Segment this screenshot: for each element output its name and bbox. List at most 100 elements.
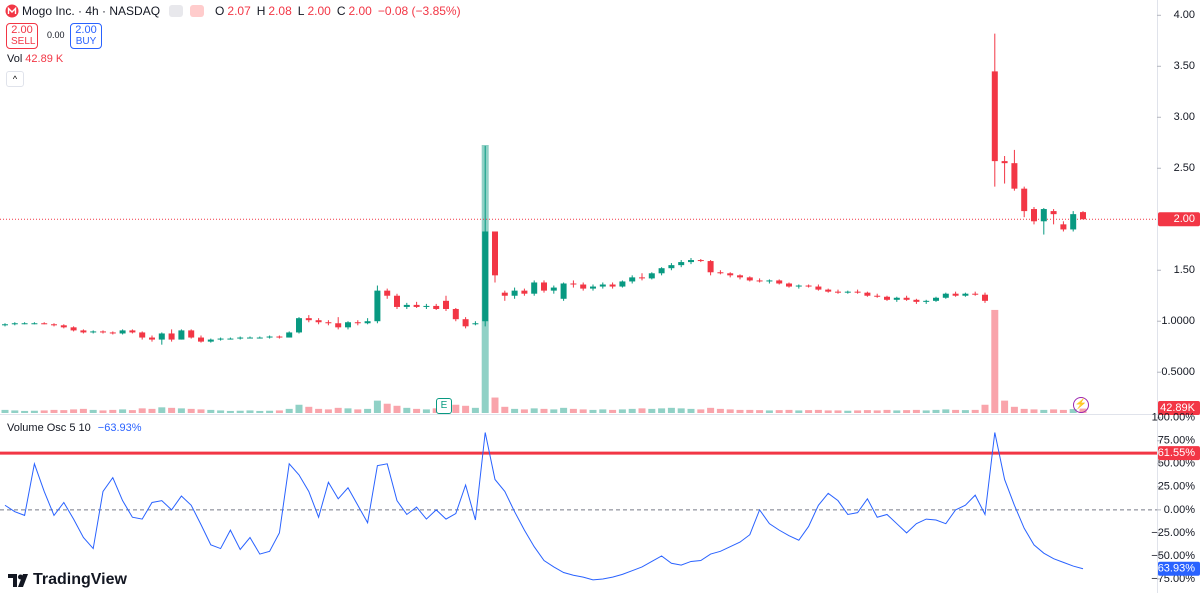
- volume-bar: [922, 410, 930, 413]
- candle-body: [786, 283, 792, 287]
- volume-bar: [961, 410, 969, 413]
- candle-body: [952, 293, 959, 296]
- volume-bar: [403, 407, 411, 413]
- watermark-icon: [8, 573, 28, 587]
- volume-bar: [1059, 409, 1067, 413]
- volume-bar: [667, 407, 675, 413]
- volume-bar: [315, 408, 323, 413]
- candle-body: [413, 304, 420, 307]
- candle-body: [541, 282, 547, 291]
- candle-body: [1031, 209, 1037, 222]
- volume-bar: [687, 408, 695, 413]
- volume-bar: [305, 406, 313, 413]
- candle-body: [521, 290, 528, 294]
- volume-bar: [1020, 408, 1028, 413]
- volume-bar: [295, 404, 303, 413]
- volume-bar: [207, 409, 215, 413]
- event-marker[interactable]: ⚡: [1073, 397, 1089, 413]
- candle-body: [217, 338, 224, 340]
- candle-body: [982, 294, 988, 301]
- volume-bar: [217, 410, 225, 413]
- candle-body: [933, 297, 939, 301]
- volume-bar: [795, 410, 803, 413]
- buy-button[interactable]: 2.00 BUY: [70, 23, 102, 49]
- candle-body: [168, 333, 175, 340]
- candle-body: [158, 333, 165, 340]
- candle-body: [942, 293, 949, 298]
- earnings-marker[interactable]: E: [436, 398, 452, 414]
- volume-bar: [628, 408, 636, 413]
- candle-body: [315, 320, 322, 323]
- candle-body: [639, 277, 645, 279]
- candle-body: [325, 322, 332, 324]
- volume-bar: [393, 405, 401, 413]
- candle-body: [266, 336, 273, 338]
- candle-body: [746, 277, 753, 281]
- candle-body: [452, 308, 459, 320]
- candle-body: [678, 262, 685, 266]
- candle-body: [727, 273, 734, 276]
- candle-body: [70, 327, 77, 331]
- volume-bar: [511, 408, 519, 413]
- volume-bar: [246, 410, 254, 413]
- candle-body: [198, 337, 204, 342]
- volume-bar: [1050, 409, 1058, 413]
- volume-bar: [618, 409, 626, 413]
- candle-body: [443, 300, 449, 309]
- volume-bar: [883, 409, 891, 413]
- volume-bar: [40, 410, 48, 413]
- ohlc-value: 2.08: [268, 4, 292, 18]
- volume-bar: [1040, 409, 1048, 413]
- candle-body: [864, 292, 871, 296]
- candle-body: [100, 331, 106, 333]
- volume-bar: [736, 409, 744, 413]
- osc-tick-label: −25.00%: [1151, 527, 1195, 539]
- volume-legend: Vol 42.89 K: [7, 53, 63, 65]
- candle-body: [41, 323, 48, 325]
- y-tick-label: 2.50: [1174, 162, 1195, 174]
- volume-bar: [903, 410, 911, 413]
- candle-body: [296, 318, 302, 333]
- volume-bar: [226, 410, 234, 413]
- volume-bar: [413, 408, 421, 413]
- sell-button[interactable]: 2.00 SELL: [6, 23, 38, 49]
- volume-bar: [726, 409, 734, 413]
- volume-bar: [501, 406, 509, 413]
- candle-body: [80, 330, 87, 333]
- candle-body: [492, 231, 498, 276]
- osc-tick-label: 75.00%: [1158, 435, 1196, 447]
- volume-bar: [609, 409, 617, 413]
- volume-bar: [707, 407, 715, 413]
- market-status[interactable]: [169, 5, 184, 17]
- volume-bar: [540, 408, 548, 413]
- volume-bar: [471, 407, 479, 413]
- candle-body: [756, 280, 763, 282]
- candle-body: [835, 291, 841, 293]
- y-tick-label: 1.0000: [1161, 315, 1195, 327]
- volume-bar: [60, 410, 68, 413]
- candle-body: [11, 323, 18, 325]
- candle-body: [90, 331, 97, 333]
- y-tick-label: 3.50: [1174, 60, 1195, 72]
- candle-body: [805, 285, 812, 287]
- volume-bar: [746, 409, 754, 413]
- osc-line: [4, 432, 1084, 581]
- candle-body: [550, 287, 557, 291]
- volume-bar: [814, 409, 822, 413]
- volume-bar: [569, 408, 577, 413]
- sell-label: SELL: [11, 36, 36, 47]
- candle-body: [599, 284, 606, 287]
- buy-label: BUY: [75, 36, 97, 47]
- volume-bar: [128, 410, 136, 413]
- osc-tick-label: 100.00%: [1152, 412, 1196, 424]
- spread: 0.00: [47, 30, 65, 40]
- candle-body: [109, 332, 116, 334]
- candle-body: [1080, 212, 1086, 220]
- data-status[interactable]: [190, 5, 205, 17]
- ohlc-value: 2.07: [227, 4, 251, 18]
- candle-body: [237, 337, 244, 339]
- volume-bar: [109, 409, 117, 413]
- candle-body: [815, 286, 822, 290]
- candle-body: [394, 295, 400, 307]
- collapse-button[interactable]: ^: [6, 71, 24, 87]
